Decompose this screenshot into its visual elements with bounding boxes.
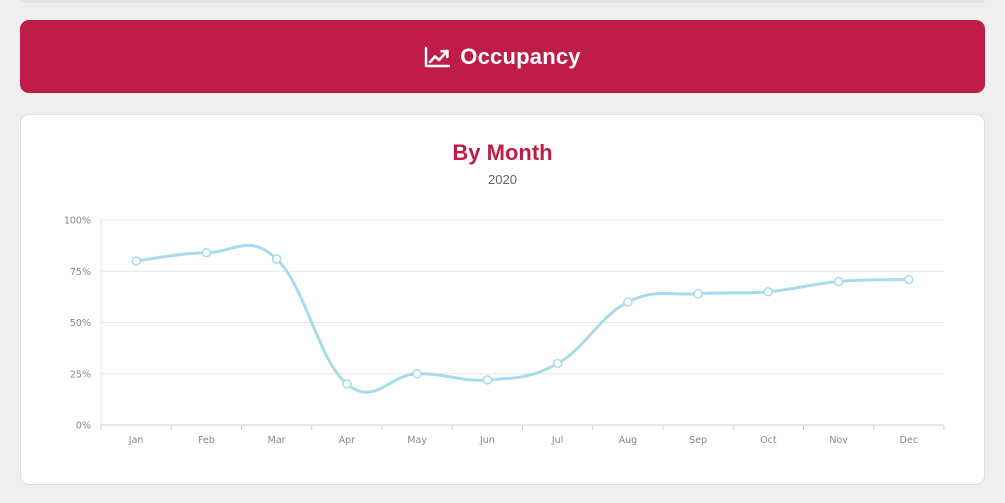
x-tick-label: Feb <box>198 435 215 446</box>
data-point-aug[interactable] <box>623 297 633 307</box>
chart-title: By Month <box>452 140 553 165</box>
x-tick-label: Nov <box>829 435 848 446</box>
x-tick-label: Dec <box>900 435 918 446</box>
y-axis-ticks: 0% 25% 50% 75% 100% <box>64 216 91 432</box>
chart-markers <box>131 248 914 389</box>
data-point-may[interactable] <box>412 369 422 379</box>
data-point-dec[interactable] <box>904 274 914 285</box>
chart-subtitle: 2020 <box>488 172 517 187</box>
y-tick-label: 100% <box>64 216 91 227</box>
x-tick-label: Jul <box>551 435 563 446</box>
y-tick-label: 75% <box>70 267 91 278</box>
y-tick-label: 25% <box>70 369 91 380</box>
trending-up-icon <box>425 46 451 67</box>
y-tick-label: 0% <box>76 421 91 432</box>
data-point-apr[interactable] <box>342 379 352 389</box>
x-tick-label: Jan <box>128 435 144 446</box>
occupancy-header-banner: Occupancy <box>20 20 985 93</box>
occupancy-series-line <box>134 243 911 394</box>
x-tick-label: May <box>407 435 427 446</box>
x-tick-label: Apr <box>339 435 356 446</box>
x-tick-label: Mar <box>268 435 286 446</box>
data-point-jun[interactable] <box>482 375 493 385</box>
data-point-sep[interactable] <box>693 289 703 299</box>
data-point-feb[interactable] <box>201 248 212 258</box>
x-axis-ticks: Jan Feb Mar Apr May Jun Jul Aug Sep Oct Nov Dec <box>100 425 945 446</box>
occupancy-line-chart: 0% 25% 50% 75% 100% Jan Feb Mar Apr May Jun Jul Aug… <box>64 216 945 446</box>
data-point-oct[interactable] <box>763 287 774 297</box>
previous-card-edge <box>20 0 985 3</box>
data-point-jul[interactable] <box>552 358 563 369</box>
y-tick-label: 50% <box>70 318 91 329</box>
chart-series <box>134 243 911 394</box>
occupancy-header-content: Occupancy <box>424 43 581 70</box>
data-point-nov[interactable] <box>833 276 844 287</box>
x-tick-label: Sep <box>689 435 707 446</box>
x-tick-label: Oct <box>760 435 777 446</box>
occupancy-by-month-card: By Month 2020 0% 25% 50% 75% 100% Jan Feb Mar A… <box>20 114 985 485</box>
data-point-mar[interactable] <box>271 254 282 264</box>
data-point-jan[interactable] <box>131 256 141 266</box>
page-title: Occupancy <box>460 43 581 69</box>
x-tick-label: Aug <box>619 435 638 446</box>
x-tick-label: Jun <box>479 435 495 446</box>
